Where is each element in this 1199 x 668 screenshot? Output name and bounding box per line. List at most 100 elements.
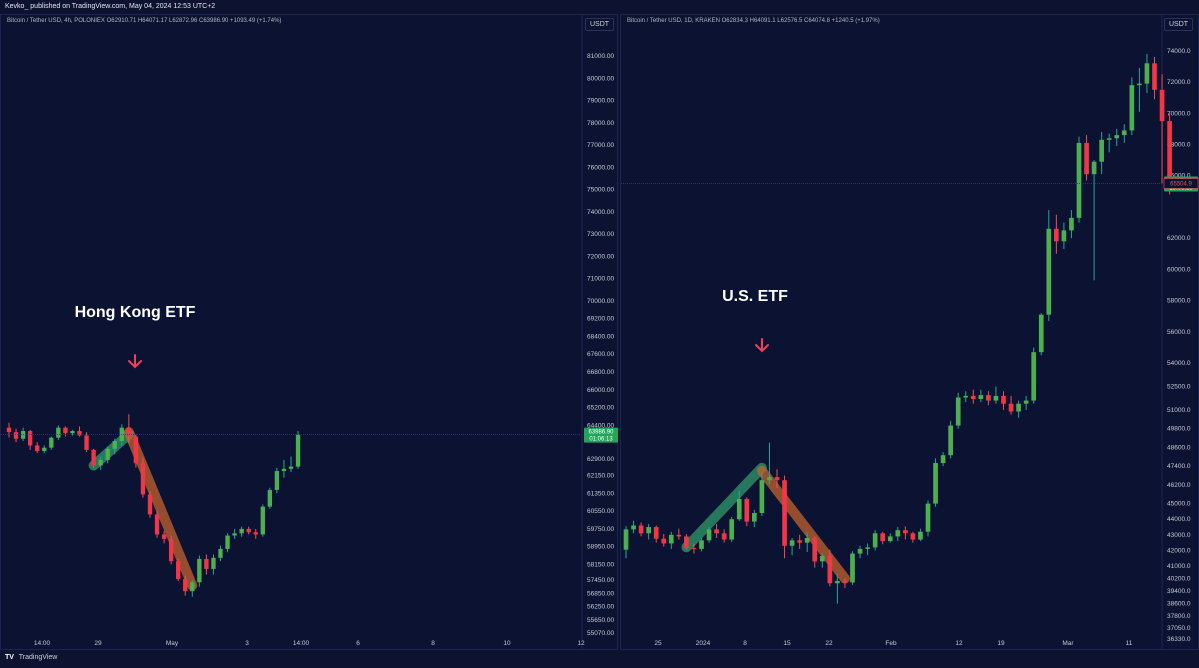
candle-body (1152, 63, 1157, 90)
candle-body (42, 447, 47, 452)
chart-panel-hong-kong[interactable]: Bitcoin / Tether USD, 4h, POLONIEX O6291… (0, 14, 619, 651)
candle-body (1076, 142, 1082, 218)
tradingview-logo[interactable]: TV (5, 654, 14, 661)
candlestick-chart[interactable]: 74000.0 72000.0 70000.0 68000.0 66000.0 62000… (621, 15, 1199, 651)
y-tick-label: 72000.0 (1167, 79, 1191, 86)
candle-body (797, 540, 802, 543)
candle-body (1069, 217, 1074, 231)
candle-body (706, 529, 712, 541)
x-tick-label: May (166, 640, 179, 647)
x-tick-label: 8 (431, 640, 435, 647)
x-tick-label: 12 (577, 640, 585, 647)
candle-body (77, 430, 82, 436)
candle-body (880, 533, 886, 542)
trend-highlight-down (756, 465, 850, 584)
y-tick-label: 60000.0 (1167, 266, 1191, 273)
y-tick-label: 40200.0 (1167, 576, 1191, 583)
candle-body (887, 536, 893, 542)
y-tick-label: 42000.0 (1167, 547, 1191, 554)
candle-body (1159, 89, 1165, 122)
x-tick-label: Feb (885, 640, 897, 647)
candle-body (1061, 230, 1067, 242)
candle-body (759, 480, 765, 513)
candle-body (1054, 228, 1059, 242)
candle-body (274, 471, 280, 490)
y-tick-label: 74000.00 (587, 209, 614, 216)
last-price-label: 63986.90 (588, 430, 614, 436)
x-tick-label: 14:00 (293, 640, 310, 647)
x-tick-label: 12 (955, 640, 963, 647)
publisher-text: Kevko_ published on TradingView.com, May… (5, 3, 216, 10)
chart-panel-us[interactable]: Bitcoin / Tether USD, 1D, KRAKEN O62834.… (620, 14, 1199, 651)
candle-body (154, 514, 160, 535)
candle-body (246, 528, 251, 533)
y-tick-label: 55650.00 (587, 617, 614, 624)
candle-body (218, 548, 223, 558)
y-tick-label: 47400.0 (1167, 463, 1191, 470)
y-tick-label: 70000.00 (587, 298, 614, 305)
currency-label[interactable]: USDT (1164, 18, 1194, 31)
candle-body (281, 468, 287, 472)
y-tick-label: 46200.0 (1167, 482, 1191, 489)
y-tick-label: 44000.0 (1167, 516, 1191, 523)
currency-label[interactable]: USDT (585, 18, 615, 31)
candle-body (253, 532, 258, 535)
y-tick-label: 72000.00 (587, 253, 614, 260)
arrow-down-icon (755, 338, 769, 353)
y-tick-label: 52500.0 (1167, 384, 1191, 391)
candle-body (1046, 228, 1052, 315)
candle-body (819, 555, 825, 562)
symbol-legend[interactable]: Bitcoin / Tether USD, 1D, KRAKEN O62834.… (627, 18, 880, 24)
candlestick-chart[interactable]: 81000.00 80000.00 79000.00 78000.00 77000.00… (1, 15, 619, 651)
candle-body (918, 531, 923, 540)
candle-body (204, 558, 209, 569)
y-tick-label: 73000.00 (587, 231, 614, 238)
candle-body (1144, 63, 1150, 84)
candle-body (827, 555, 833, 584)
x-tick-label: 10 (503, 640, 511, 647)
candle-body (676, 534, 682, 537)
x-tick-label: 19 (997, 640, 1005, 647)
y-tick-label: 57450.00 (587, 577, 614, 584)
candle-body (112, 441, 117, 449)
symbol-legend[interactable]: Bitcoin / Tether USD, 4h, POLONIEX O6291… (7, 18, 282, 24)
candle-body (133, 436, 139, 464)
candle-body (910, 533, 916, 540)
candle-body (804, 537, 810, 543)
candle-body (13, 432, 19, 439)
candle-body (126, 427, 132, 437)
candle-body (736, 498, 742, 520)
candle-body (1106, 138, 1112, 140)
candle-body (211, 557, 216, 569)
y-tick-label: 43000.0 (1167, 532, 1191, 539)
candle-body (789, 540, 795, 546)
arrow-down-icon (128, 354, 142, 369)
y-tick-label: 62000.0 (1167, 235, 1191, 242)
candle-body (903, 530, 908, 534)
candle-body (1129, 85, 1135, 131)
candle-body (948, 425, 953, 456)
tradingview-brand[interactable]: TradingView (18, 654, 58, 661)
candle-body (767, 477, 772, 481)
candle-body (1031, 352, 1037, 401)
x-tick-label: 15 (783, 640, 791, 647)
y-tick-label: 41000.0 (1167, 563, 1191, 570)
etf-annotation: Hong Kong ETF (75, 304, 196, 321)
candle-body (744, 498, 750, 522)
candle-body (1114, 135, 1120, 139)
y-tick-label: 64400.00 (587, 422, 614, 429)
candle-body (955, 397, 961, 426)
candle-body (197, 558, 202, 583)
candle-body (260, 506, 265, 535)
x-tick-label: 3 (245, 640, 249, 647)
y-tick-label: 56850.00 (587, 590, 614, 597)
x-tick-label: Mar (1062, 640, 1074, 647)
y-tick-label: 70000.0 (1167, 110, 1191, 117)
candle-body (978, 395, 984, 400)
x-tick-label: 25 (654, 640, 662, 647)
trend-highlight-down (123, 427, 198, 591)
candle-body (895, 530, 901, 537)
prev-price-badge (1163, 178, 1199, 189)
candle-body (699, 540, 704, 549)
x-tick-label: 14:00 (34, 640, 51, 647)
